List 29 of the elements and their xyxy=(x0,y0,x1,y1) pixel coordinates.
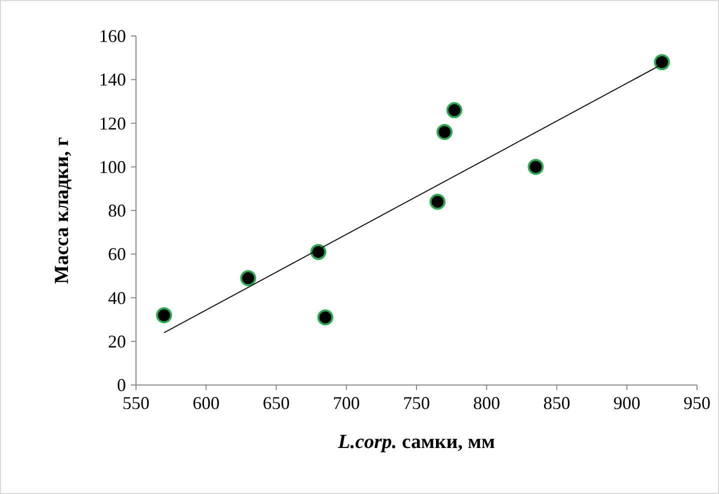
x-tick-label: 550 xyxy=(122,393,150,413)
y-tick-label: 80 xyxy=(108,200,126,220)
y-axis-title: Масса кладки, г xyxy=(51,137,73,284)
y-tick-label: 100 xyxy=(99,156,126,177)
y-tick-label: 0 xyxy=(117,375,126,395)
x-tick-label: 850 xyxy=(543,393,570,413)
point xyxy=(654,54,670,70)
y-tick-label: 140 xyxy=(99,70,126,90)
x-tick-label: 650 xyxy=(262,393,290,413)
point xyxy=(156,307,172,324)
point xyxy=(446,102,462,118)
y-tick-label: 160 xyxy=(99,26,126,46)
point xyxy=(528,158,544,175)
x-tick-label: 800 xyxy=(473,393,500,413)
point xyxy=(240,270,256,286)
y-tick-label: 40 xyxy=(108,288,126,308)
point xyxy=(436,124,453,140)
x-tick-label: 950 xyxy=(684,393,710,413)
x-tick-label: 600 xyxy=(192,393,220,413)
x-tick-label: 750 xyxy=(403,393,430,413)
x-tick-label: 900 xyxy=(613,393,640,413)
x-axis-title: L.corp. самки, мм xyxy=(337,431,495,453)
point xyxy=(310,244,326,260)
point xyxy=(317,309,334,326)
point xyxy=(430,194,446,210)
x-tick-label: 700 xyxy=(332,393,360,413)
y-tick-label: 20 xyxy=(108,331,126,352)
y-tick-label: 60 xyxy=(108,244,126,264)
y-tick-label: 120 xyxy=(99,113,126,134)
